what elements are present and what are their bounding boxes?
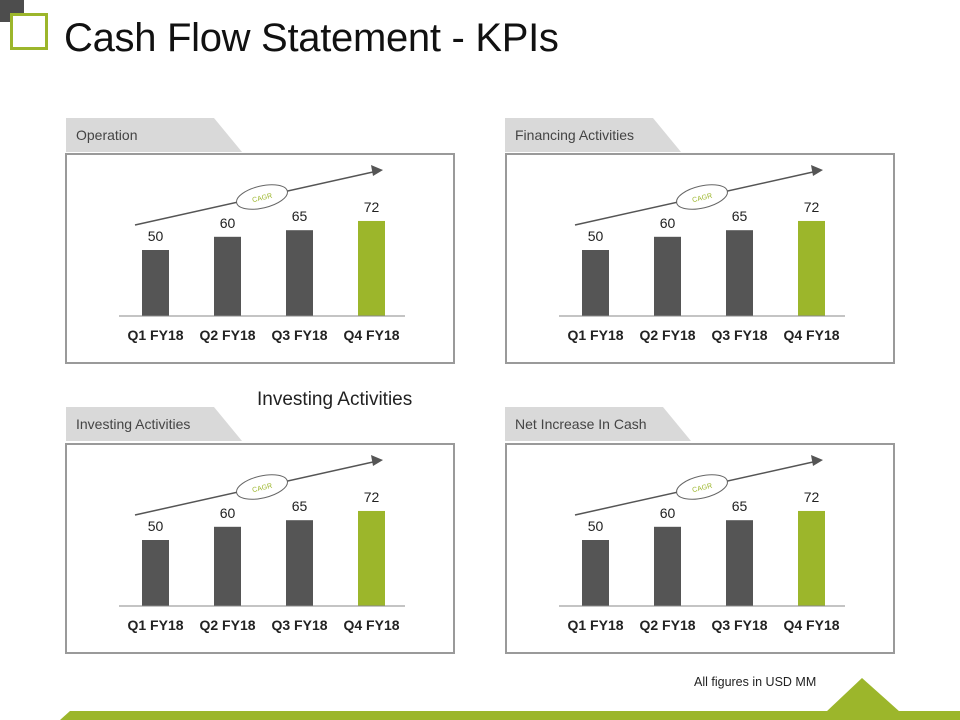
bar (214, 236, 241, 316)
tick-label: Q4 FY18 (343, 617, 399, 633)
tick-label: Q3 FY18 (711, 327, 767, 343)
data-label: 65 (292, 498, 308, 514)
chart-financing: CAGR 50 Q1 FY18 60 Q2 FY18 65 Q3 FY18 72 Q4 FY18 (559, 165, 845, 343)
bar (798, 510, 825, 606)
cagr-ellipse (236, 184, 288, 210)
cagr-label: CAGR (692, 193, 713, 204)
tab-operation-label: Operation (76, 127, 138, 143)
bar (582, 540, 609, 606)
data-label: 50 (588, 518, 604, 534)
tick-label: Q2 FY18 (199, 617, 255, 633)
data-label: 65 (732, 208, 748, 224)
cagr-arrow-head (811, 165, 823, 176)
data-label: 60 (660, 505, 676, 521)
tab-financing-activities: Financing Activities (505, 118, 685, 152)
cagr-ellipse (236, 474, 288, 500)
cagr-badge: CAGR (676, 474, 728, 500)
chart-net-increase: CAGR 50 Q1 FY18 60 Q2 FY18 65 Q3 FY18 72 Q4 FY18 (559, 455, 845, 633)
cagr-arrow-head (371, 165, 383, 176)
chart-operation: CAGR 50 Q1 FY18 60 Q2 FY18 65 Q3 FY18 72 Q4 FY18 (119, 165, 405, 343)
bar (654, 236, 681, 316)
bar (358, 220, 385, 316)
data-label: 60 (220, 505, 236, 521)
tick-label: Q1 FY18 (567, 327, 623, 343)
data-label: 60 (660, 215, 676, 231)
tick-label: Q1 FY18 (127, 327, 183, 343)
bar (654, 526, 681, 606)
cagr-badge: CAGR (236, 184, 288, 210)
tick-label: Q3 FY18 (711, 617, 767, 633)
tick-label: Q3 FY18 (271, 617, 327, 633)
chart-panel-operation: CAGR 50 Q1 FY18 60 Q2 FY18 65 Q3 FY18 72 Q4 FY18 (65, 153, 455, 364)
bar (286, 230, 313, 316)
data-label: 72 (364, 489, 380, 505)
bar (214, 526, 241, 606)
bottom-triangle (826, 678, 900, 712)
bar (142, 540, 169, 606)
chart-investing: CAGR 50 Q1 FY18 60 Q2 FY18 65 Q3 FY18 72 Q4 FY18 (119, 455, 405, 633)
bar (798, 220, 825, 316)
cagr-ellipse (676, 474, 728, 500)
chart-panel-investing: CAGR 50 Q1 FY18 60 Q2 FY18 65 Q3 FY18 72 Q4 FY18 (65, 443, 455, 654)
bar (726, 230, 753, 316)
chart-panel-net-increase: CAGR 50 Q1 FY18 60 Q2 FY18 65 Q3 FY18 72 Q4 FY18 (505, 443, 895, 654)
data-label: 72 (364, 199, 380, 215)
tick-label: Q4 FY18 (783, 327, 839, 343)
tick-label: Q2 FY18 (639, 617, 695, 633)
tab-investing-activities: Investing Activities (66, 407, 246, 441)
chart-panel-financing: CAGR 50 Q1 FY18 60 Q2 FY18 65 Q3 FY18 72 Q4 FY18 (505, 153, 895, 364)
data-label: 60 (220, 215, 236, 231)
tab-net-increase-in-cash: Net Increase In Cash (505, 407, 695, 441)
tick-label: Q2 FY18 (639, 327, 695, 343)
cagr-label: CAGR (252, 193, 273, 204)
cagr-arrow-head (371, 455, 383, 466)
cagr-label: CAGR (252, 483, 273, 494)
tick-label: Q2 FY18 (199, 327, 255, 343)
bar (358, 510, 385, 606)
data-label: 72 (804, 489, 820, 505)
tab-investing-label: Investing Activities (76, 416, 191, 432)
page-title: Cash Flow Statement - KPIs (64, 16, 559, 60)
cagr-badge: CAGR (236, 474, 288, 500)
cagr-ellipse (676, 184, 728, 210)
investing-activities-heading: Investing Activities (257, 389, 413, 410)
cagr-badge: CAGR (676, 184, 728, 210)
data-label: 72 (804, 199, 820, 215)
tick-label: Q4 FY18 (783, 617, 839, 633)
data-label: 50 (588, 228, 604, 244)
cagr-arrow-head (811, 455, 823, 466)
corner-accent-box (10, 13, 48, 50)
bar (286, 520, 313, 606)
bar (142, 250, 169, 316)
cagr-label: CAGR (692, 483, 713, 494)
tab-operation: Operation (66, 118, 246, 152)
bottom-bar (60, 711, 960, 720)
tick-label: Q3 FY18 (271, 327, 327, 343)
tab-financing-label: Financing Activities (515, 127, 635, 143)
tick-label: Q4 FY18 (343, 327, 399, 343)
data-label: 65 (732, 498, 748, 514)
tab-net-increase-label: Net Increase In Cash (515, 416, 647, 432)
bar (582, 250, 609, 316)
tick-label: Q1 FY18 (567, 617, 623, 633)
tick-label: Q1 FY18 (127, 617, 183, 633)
data-label: 65 (292, 208, 308, 224)
data-label: 50 (148, 228, 164, 244)
data-label: 50 (148, 518, 164, 534)
bar (726, 520, 753, 606)
footnote: All figures in USD MM (694, 675, 817, 689)
